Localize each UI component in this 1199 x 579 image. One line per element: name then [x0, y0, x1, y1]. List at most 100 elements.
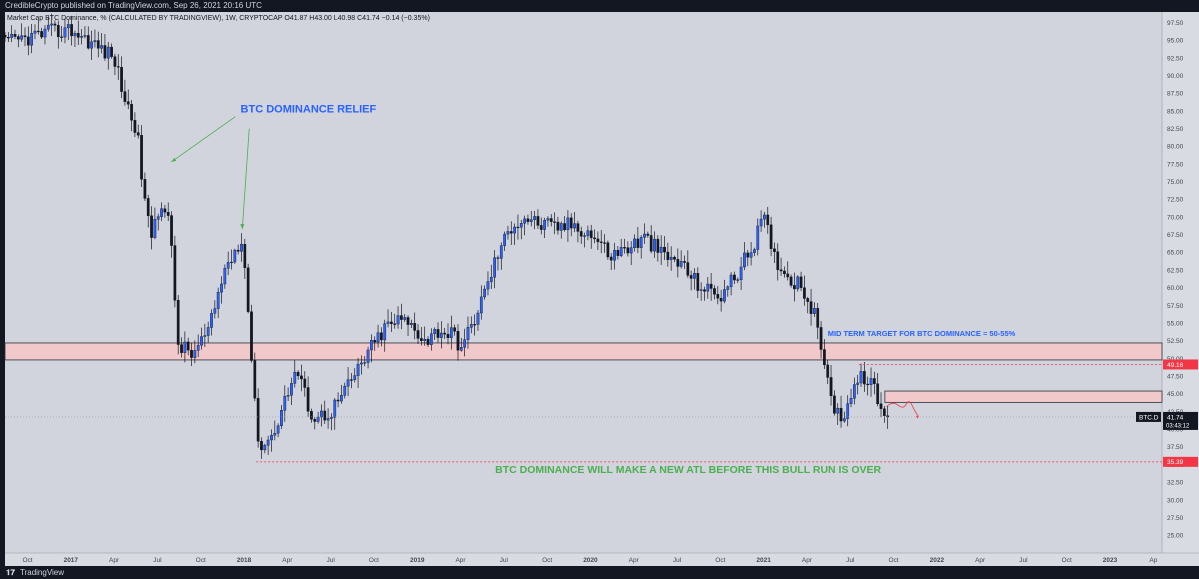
candle-body	[689, 275, 693, 279]
candle-body	[846, 403, 850, 419]
candle-body	[496, 257, 500, 259]
candle-body	[639, 237, 643, 248]
candle-body	[573, 223, 576, 229]
candle-body	[323, 410, 327, 421]
time-axis	[5, 553, 1199, 566]
candle-body	[370, 340, 373, 351]
candle-body	[686, 262, 690, 276]
candle-body	[569, 217, 573, 229]
candle-body	[393, 323, 397, 325]
candle-body	[529, 219, 533, 222]
candle-body	[546, 218, 550, 221]
candle-body	[509, 231, 513, 234]
candle-body	[296, 371, 300, 377]
candle-body	[113, 56, 117, 67]
candle-body	[586, 230, 590, 236]
x-tick-label: Apr	[109, 557, 120, 564]
candle-body	[116, 66, 120, 68]
candle-body	[593, 237, 596, 240]
candle-body	[783, 270, 786, 275]
candle-body	[283, 396, 287, 411]
y-tick-label: 90.00	[1167, 73, 1184, 80]
candle-body	[120, 67, 123, 92]
candle-body	[579, 231, 583, 237]
candle-body	[193, 350, 197, 358]
candle-body	[696, 273, 700, 291]
y-tick-label: 67.50	[1167, 232, 1184, 239]
footer-brand: TradingView	[20, 568, 65, 577]
y-tick-label: 27.50	[1167, 515, 1184, 522]
y-tick-label: 60.00	[1167, 285, 1184, 292]
candle-body	[609, 256, 613, 261]
candle-body	[63, 27, 67, 38]
candle-body	[260, 441, 263, 451]
candle-body	[553, 221, 556, 223]
candle-body	[110, 46, 113, 57]
candle-body	[23, 35, 27, 38]
candle-body	[419, 338, 423, 341]
candle-body	[473, 324, 477, 326]
candle-body	[16, 36, 20, 40]
candle-body	[10, 34, 14, 38]
candle-body	[486, 281, 490, 290]
candle-body	[300, 375, 303, 380]
candles	[3, 13, 890, 459]
candle-body	[829, 377, 833, 397]
y-tick-label: 95.00	[1167, 38, 1184, 45]
candle-body	[153, 219, 157, 238]
candle-body	[839, 407, 843, 422]
candle-body	[703, 289, 706, 292]
candle-body	[146, 198, 150, 216]
price-tag-value: 41.74	[1167, 414, 1184, 421]
candle-body	[403, 317, 407, 320]
y-tick-label: 87.50	[1167, 91, 1184, 98]
candle-body	[456, 331, 460, 351]
candle-body	[176, 300, 180, 345]
candle-body	[766, 214, 770, 226]
btc-dominance-chart[interactable]: 97.50 95.00 92.50 90.00 87.50 85.00 82.50 80.00…	[0, 12, 1199, 566]
x-tick-label: Apr	[975, 557, 986, 564]
candle-body	[723, 289, 726, 302]
relief-arrow	[171, 116, 236, 163]
candle-body	[100, 45, 103, 49]
candle-body	[93, 40, 97, 43]
candle-body	[806, 298, 810, 302]
candle-body	[653, 238, 656, 252]
candle-body	[46, 24, 50, 30]
candle-body	[669, 256, 673, 260]
y-tick-label: 32.50	[1167, 480, 1184, 487]
candle-body	[196, 344, 200, 351]
candle-body	[876, 383, 880, 405]
candle-body	[676, 259, 680, 267]
y-tick-label: 45.00	[1167, 391, 1184, 398]
candle-body	[749, 252, 753, 258]
candle-body	[549, 218, 553, 222]
candle-body	[836, 407, 840, 414]
candle-body	[303, 378, 307, 388]
candle-body	[126, 101, 130, 105]
candle-body	[882, 408, 886, 416]
candle-body	[793, 285, 796, 290]
candle-body	[623, 247, 626, 249]
candle-body	[256, 398, 260, 442]
candle-body	[729, 274, 733, 288]
candle-body	[60, 36, 63, 38]
candle-body	[479, 296, 483, 314]
candle-body	[156, 216, 160, 220]
candle-body	[326, 418, 330, 421]
candle-body	[140, 135, 143, 180]
candle-body	[133, 120, 137, 133]
x-tick-label: Oct	[888, 557, 898, 564]
candle-body	[186, 341, 190, 351]
candle-body	[96, 40, 100, 49]
candle-body	[753, 249, 756, 253]
price-level-badge	[1163, 359, 1198, 370]
candle-body	[3, 34, 7, 38]
y-tick-label: 72.50	[1167, 197, 1184, 204]
candle-body	[706, 283, 710, 292]
candle-body	[449, 327, 453, 338]
candle-body	[13, 34, 17, 37]
candle-body	[523, 218, 526, 224]
candle-body	[436, 329, 440, 338]
candle-body	[400, 315, 403, 320]
